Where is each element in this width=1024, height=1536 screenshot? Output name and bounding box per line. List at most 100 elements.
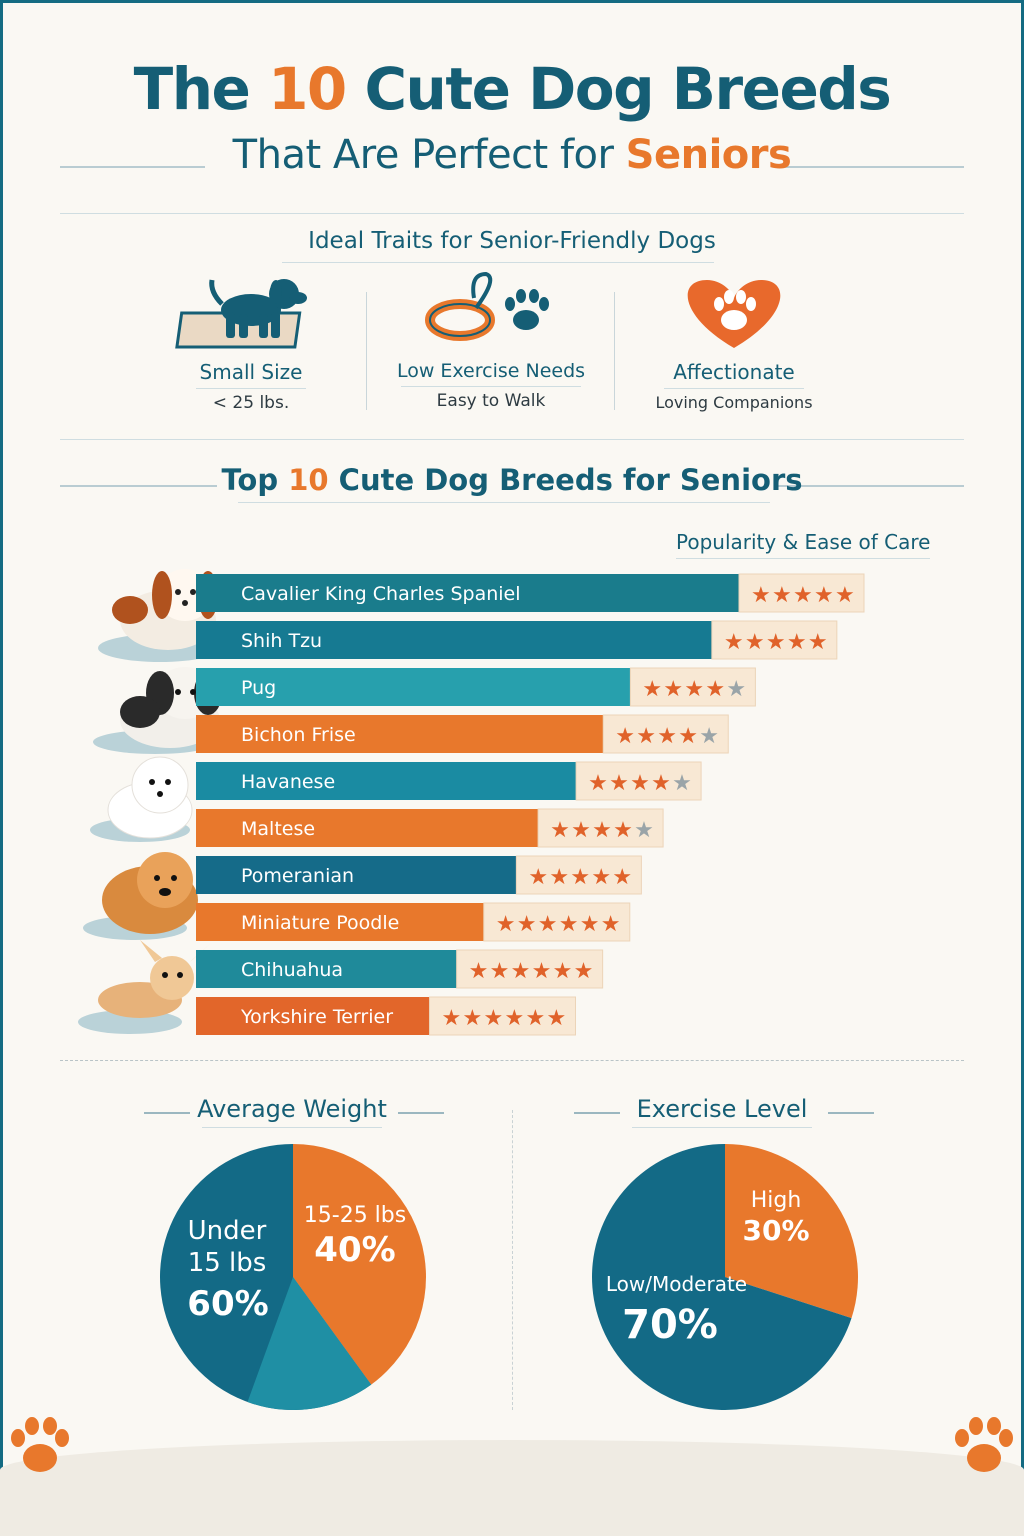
pie-label-under15: Under 15 lbs	[187, 1216, 267, 1278]
trait-separator	[614, 292, 615, 410]
leash-paw-icon	[366, 268, 616, 358]
rating-box	[602, 714, 729, 754]
dog-illustration-chihuahua	[78, 940, 212, 1034]
pie-title-text: Exercise Level	[636, 1095, 808, 1123]
pie-value-15-25: 40%	[314, 1230, 396, 1270]
rating-box	[629, 667, 756, 707]
rating-star-icon: ★	[657, 724, 677, 749]
trait-label: Low Exercise Needs	[396, 360, 586, 382]
rating-box	[711, 620, 838, 660]
pie-title-dash	[398, 1112, 444, 1114]
bar	[196, 809, 539, 847]
rating-star-icon: ★	[483, 1006, 503, 1031]
chart-title-underline	[238, 502, 770, 503]
bar-label: Shih Tzu	[241, 630, 322, 652]
dashed-divider	[60, 1060, 964, 1061]
bar-label: Pomeranian	[241, 865, 354, 887]
rating-star-icon: ★	[609, 771, 629, 796]
traits-title: Ideal Traits for Senior-Friendly Dogs	[308, 228, 716, 254]
rating-star-icon: ★	[745, 630, 765, 655]
rating-star-icon: ★	[441, 1006, 461, 1031]
rating-star-icon: ★	[772, 583, 792, 608]
rating-star-icon: ★	[517, 912, 537, 937]
title-number: 10	[268, 55, 347, 123]
trait-underline	[196, 388, 306, 389]
rating-star-icon: ★	[550, 818, 570, 843]
bar-label: Cavalier King Charles Spaniel	[241, 583, 521, 605]
legend-label: Popularity & Ease of Care	[676, 530, 931, 559]
pie-chart-exercise	[592, 1144, 858, 1410]
pie-title-text: Average Weight	[197, 1095, 387, 1123]
rating-star-icon: ★	[601, 912, 621, 937]
pie-title-underline	[202, 1127, 382, 1128]
rating-star-icon: ★	[793, 583, 813, 608]
rating-star-icon: ★	[672, 771, 692, 796]
pie-value-high: 30%	[742, 1214, 810, 1247]
subtitle-text: That Are Perfect for	[232, 132, 614, 178]
rating-star-icon: ★	[496, 912, 516, 937]
bar-label: Pug	[241, 677, 276, 699]
bar-chart-title: Top 10 Cute Dog Breeds for Seniors	[0, 463, 1024, 497]
trait-sub: Easy to Walk	[436, 391, 546, 411]
page-subtitle: That Are Perfect for Seniors	[0, 132, 1024, 178]
rating-star-icon: ★	[636, 724, 656, 749]
rating-star-icon: ★	[592, 818, 612, 843]
rating-box	[456, 949, 604, 989]
rating-star-icon: ★	[559, 912, 579, 937]
bar-label: Bichon Frise	[241, 724, 356, 746]
trait-separator	[366, 292, 367, 410]
trait-label: Affectionate	[673, 360, 795, 384]
bar-chart: Cavalier King Charles Spaniel ★ ★ ★ ★ ★Shih T…	[78, 569, 865, 1036]
rating-box	[428, 996, 576, 1036]
rating-star-icon: ★	[814, 583, 834, 608]
rating-star-icon: ★	[699, 724, 719, 749]
chart-title-text-2: Cute Dog Breeds for Seniors	[338, 463, 803, 497]
pie-label-15-25: 15-25 lbs	[303, 1203, 407, 1228]
section-rule-right	[774, 485, 964, 487]
rating-star-icon: ★	[538, 912, 558, 937]
pie-slice-shade	[247, 1277, 372, 1410]
rating-box	[515, 855, 642, 895]
trait-low-exercise: Low Exercise Needs Easy to Walk	[366, 268, 616, 411]
bar	[196, 621, 712, 659]
pie-slice	[592, 1144, 852, 1410]
bar	[196, 762, 577, 800]
paw-icon	[955, 1417, 1013, 1472]
pie-title-dash	[144, 1112, 190, 1114]
divider	[60, 439, 964, 440]
rating-star-icon: ★	[490, 959, 510, 984]
dog-illustration-pomeranian	[83, 852, 198, 940]
rating-star-icon: ★	[634, 818, 654, 843]
rating-star-icon: ★	[511, 959, 531, 984]
bar	[196, 668, 631, 706]
trait-small-size: Small Size < 25 lbs.	[126, 268, 376, 413]
pie-separator	[512, 1110, 513, 1410]
trait-underline	[664, 388, 804, 389]
bar-label: Maltese	[241, 818, 315, 840]
rating-star-icon: ★	[574, 959, 594, 984]
pie-title-underline	[632, 1127, 812, 1128]
rating-star-icon: ★	[663, 677, 683, 702]
trait-underline	[401, 386, 581, 387]
pie-chart-weight	[160, 1144, 427, 1410]
rating-star-icon: ★	[528, 865, 548, 890]
rating-star-icon: ★	[462, 1006, 482, 1031]
dog-illustration-bichon	[90, 756, 193, 842]
rating-star-icon: ★	[684, 677, 704, 702]
bar	[196, 856, 517, 894]
rating-star-icon: ★	[642, 677, 662, 702]
paw-icon	[11, 1417, 69, 1472]
rating-star-icon: ★	[504, 1006, 524, 1031]
rating-star-icon: ★	[615, 724, 635, 749]
pie-slice	[725, 1144, 858, 1319]
rating-star-icon: ★	[766, 630, 786, 655]
divider	[60, 213, 964, 214]
trait-affectionate: Affectionate Loving Companions	[609, 268, 859, 412]
rating-star-icon: ★	[787, 630, 807, 655]
bar-label: Miniature Poodle	[241, 912, 399, 934]
trait-sub: < 25 lbs.	[212, 393, 290, 413]
rating-star-icon: ★	[469, 959, 489, 984]
pie-value-under15: 60%	[187, 1284, 269, 1324]
dog-illustration-shihtzu	[93, 667, 222, 754]
rating-star-icon: ★	[726, 677, 746, 702]
